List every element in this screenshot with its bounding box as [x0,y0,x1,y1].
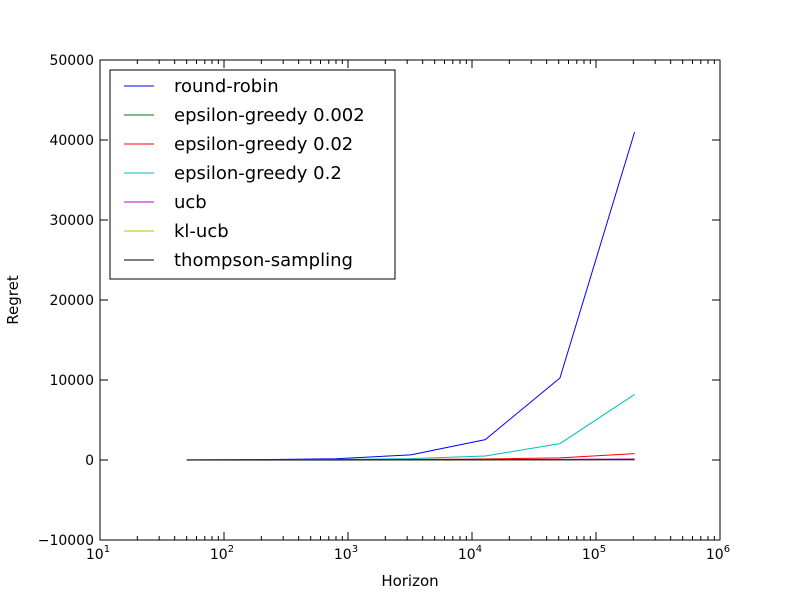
y-tick-label-1: 0 [85,453,94,469]
legend-box [109,69,396,280]
y-tick-label-6: 50000 [49,53,94,69]
y-tick-label-2: 10000 [49,373,94,389]
legend: round-robin epsilon-greedy 0.002 epsilon-g… [109,69,396,280]
series-layer [186,131,636,461]
y-tick-label-0: −10000 [38,533,94,549]
legend-label-2: epsilon-greedy 0.02 [174,134,353,155]
x-tick-label-5: 106 [706,544,730,563]
x-tick-label-4: 105 [582,544,606,563]
legend-label-0: round-robin [174,76,279,97]
y-tick-label-5: 40000 [49,133,94,149]
x-tick-label-2: 103 [334,544,358,563]
y-tick-label-4: 30000 [49,213,94,229]
x-axis-label: Horizon [381,572,438,590]
ticks-layer: 101 102 103 104 105 106 −10000 0 10000 20000 30000… [38,53,730,563]
legend-label-5: kl-ucb [174,221,229,242]
legend-label-4: ucb [174,192,207,213]
series-line-3 [186,393,635,461]
y-axis-label: Regret [4,275,22,325]
legend-label-3: epsilon-greedy 0.2 [174,163,342,184]
y-tick-label-3: 20000 [49,293,94,309]
x-tick-label-1: 102 [210,544,234,563]
x-tick-label-3: 104 [458,544,482,563]
legend-label-1: epsilon-greedy 0.002 [174,105,365,126]
x-tick-label-0: 101 [86,544,110,563]
legend-label-6: thompson-sampling [174,250,353,271]
